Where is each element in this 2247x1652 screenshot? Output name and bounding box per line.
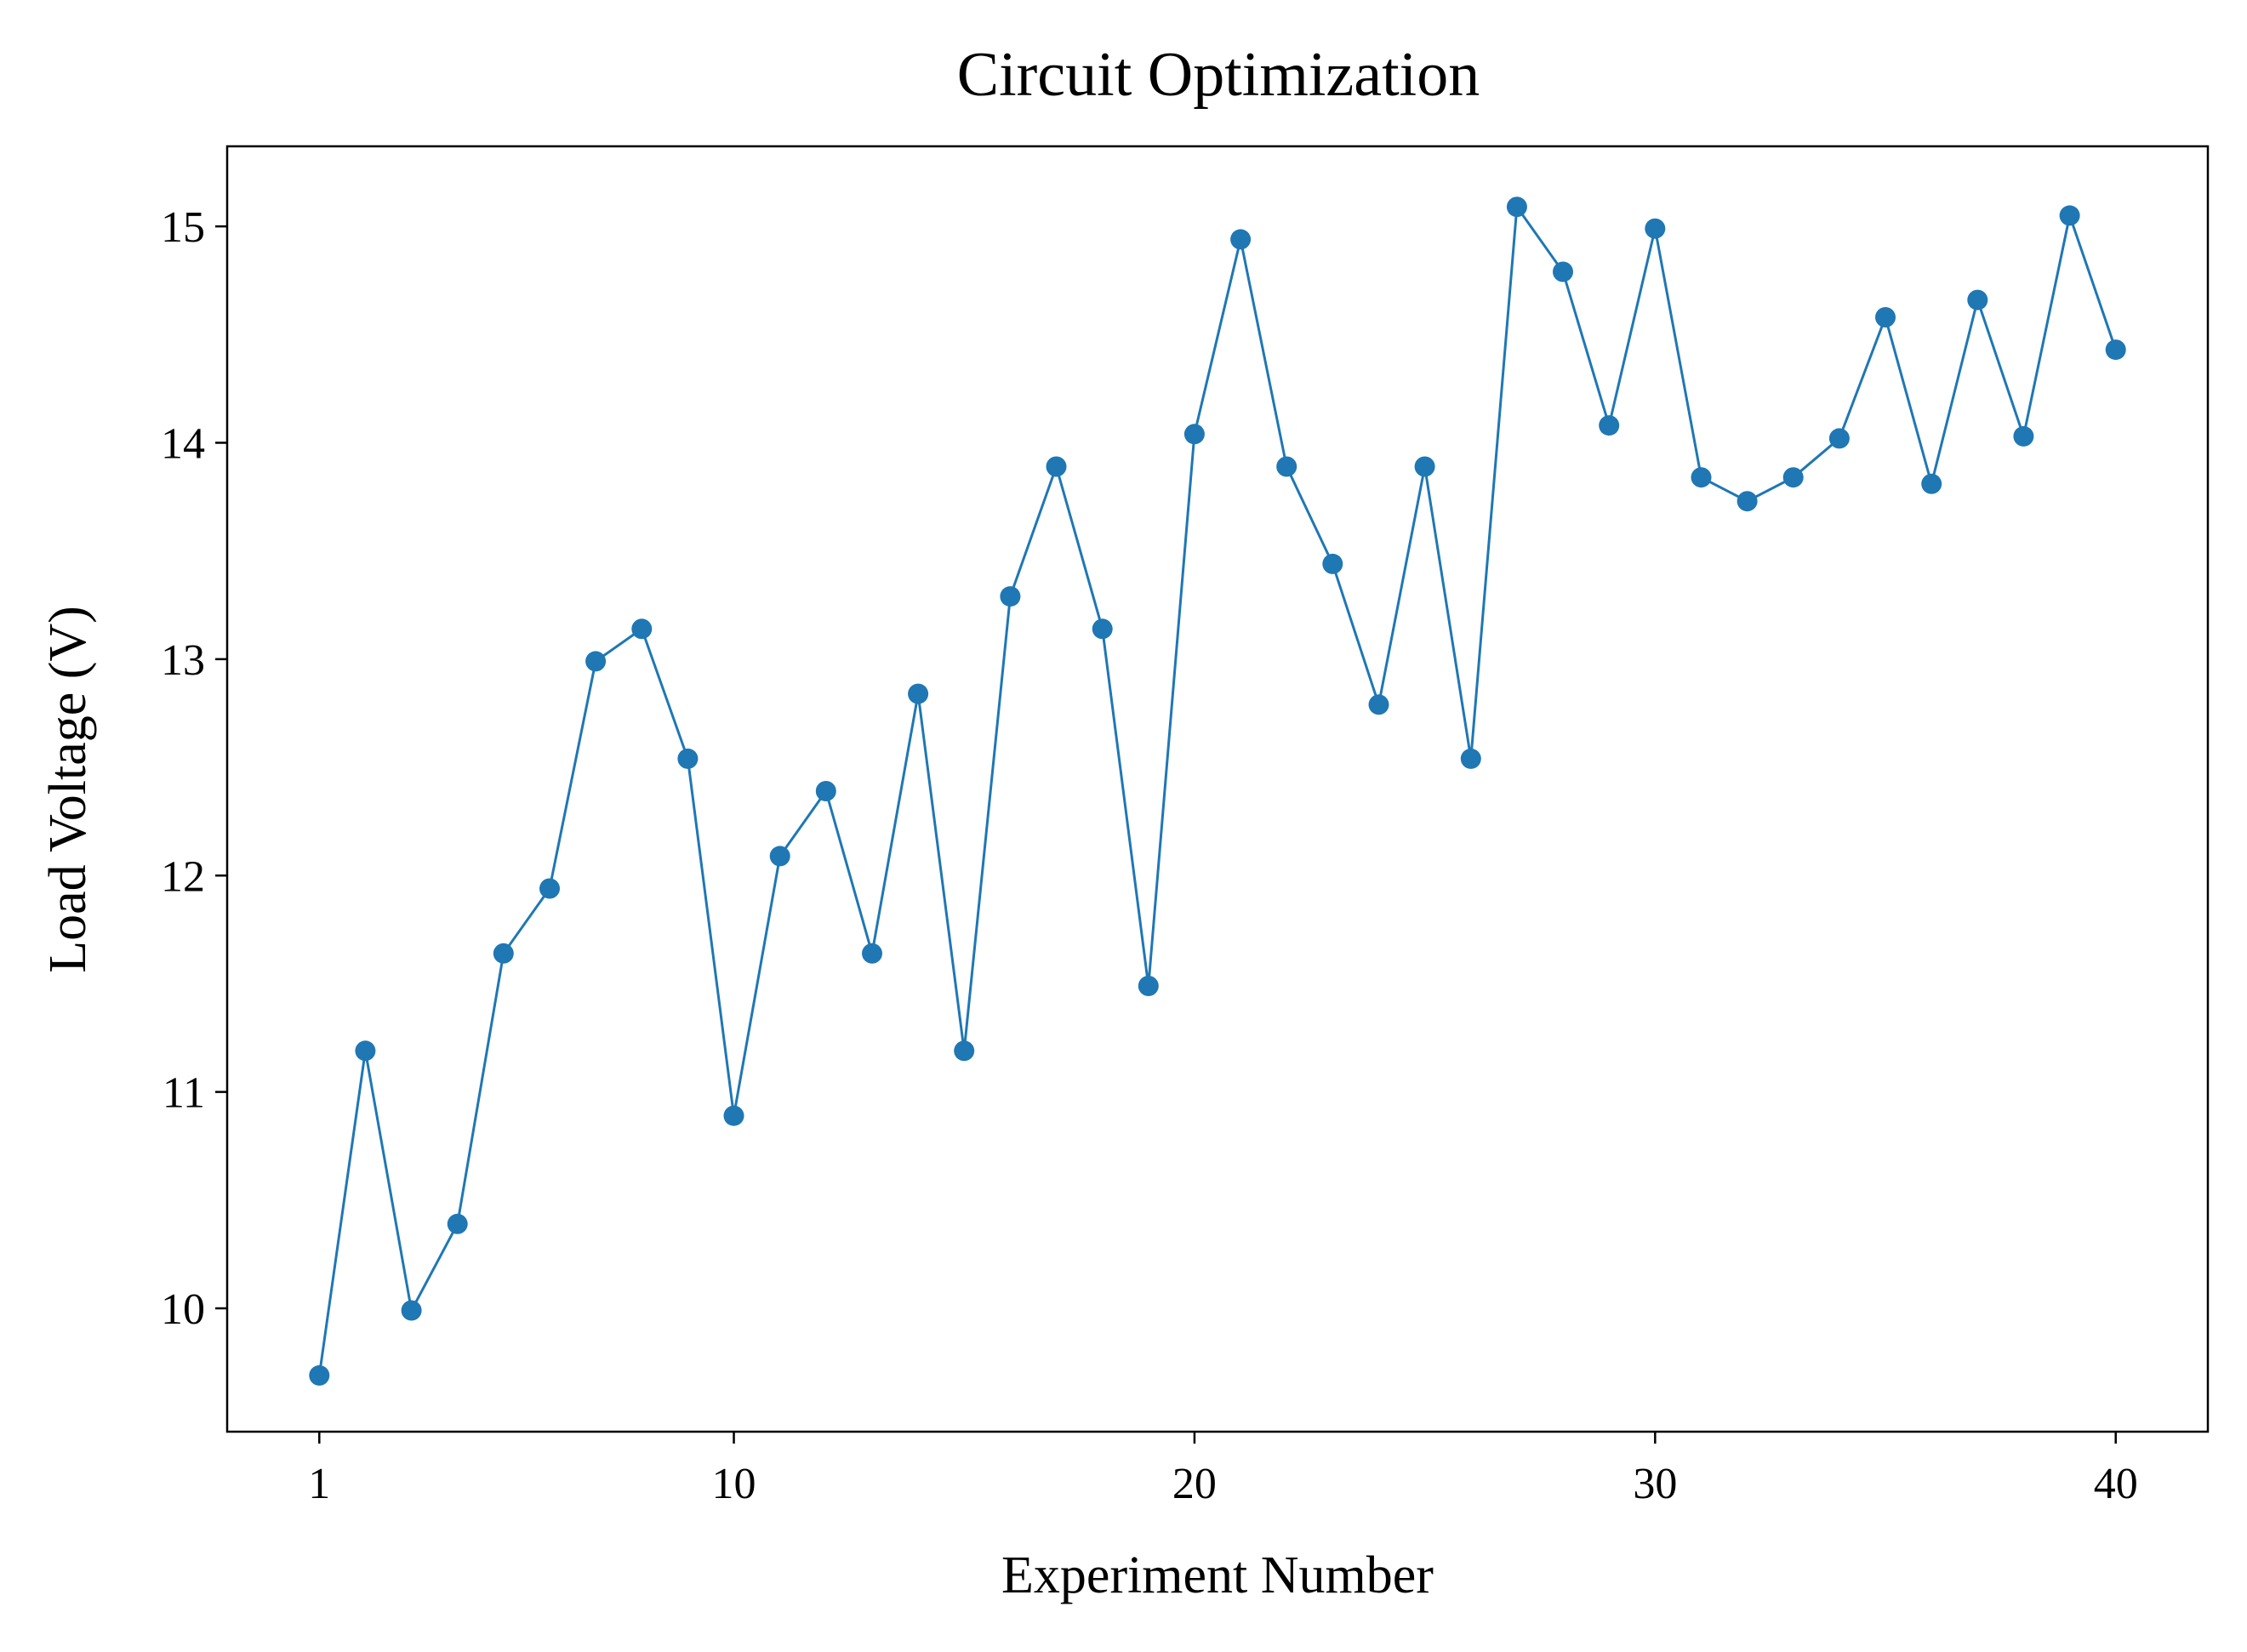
data-point (493, 943, 514, 964)
data-point (1828, 428, 1850, 449)
x-tick-label: 30 (1633, 1460, 1677, 1508)
data-point (539, 878, 560, 899)
x-tick-label: 20 (1172, 1460, 1217, 1508)
data-point (1599, 415, 1620, 436)
data-point (1782, 467, 1804, 488)
data-point (2013, 425, 2034, 447)
data-point (2105, 339, 2126, 361)
data-point (2059, 205, 2080, 226)
chart-title: Circuit Optimization (957, 40, 1480, 110)
data-point (1414, 456, 1435, 477)
y-tick-label: 15 (161, 203, 205, 252)
x-axis: 1 10 20 30 40 (308, 1432, 2138, 1508)
data-point (1092, 618, 1113, 640)
data-point (1368, 694, 1389, 715)
data-point (1645, 218, 1666, 239)
y-tick-label: 12 (161, 852, 205, 901)
data-point (1921, 473, 1942, 494)
data-point (815, 781, 836, 801)
data-point (1506, 197, 1527, 218)
data-point (1737, 491, 1758, 512)
y-axis: 10 11 12 13 14 15 (161, 203, 227, 1334)
x-tick-label: 10 (712, 1460, 756, 1508)
data-point (908, 683, 929, 704)
plot-area: 1 10 20 30 40 10 11 12 13 14 15 (161, 145, 2210, 1508)
y-tick-label: 11 (163, 1069, 205, 1118)
data-point (1276, 456, 1297, 477)
data-point (309, 1364, 330, 1386)
data-point (769, 846, 790, 867)
data-point (1183, 424, 1205, 445)
data-point (1967, 289, 1988, 310)
data-point (1691, 467, 1712, 488)
data-point (1875, 307, 1896, 328)
data-point (585, 651, 607, 672)
data-point (862, 943, 882, 964)
data-point (1046, 456, 1067, 477)
data-point (1460, 748, 1481, 769)
data-point (954, 1040, 975, 1062)
data-point (1000, 586, 1021, 607)
data-point (447, 1213, 468, 1234)
y-tick-label: 10 (161, 1285, 205, 1334)
y-tick-label: 14 (161, 419, 205, 468)
data-point (631, 618, 653, 640)
data-point (1230, 229, 1252, 250)
x-axis-title: Experiment Number (1001, 1547, 1434, 1604)
y-tick-label: 13 (161, 636, 205, 685)
data-point (401, 1300, 422, 1321)
series-points (309, 197, 2126, 1386)
data-point (723, 1105, 744, 1126)
data-point (1553, 261, 1573, 282)
y-axis-title: Load Voltage (V) (39, 606, 97, 973)
x-tick-label: 40 (2094, 1460, 2138, 1508)
data-point (677, 748, 699, 769)
x-tick-label: 1 (308, 1460, 330, 1508)
data-point (355, 1040, 376, 1062)
data-point (1322, 553, 1343, 574)
axes-frame (225, 145, 2210, 1433)
series-line (317, 202, 2118, 1376)
data-point (1138, 976, 1159, 996)
